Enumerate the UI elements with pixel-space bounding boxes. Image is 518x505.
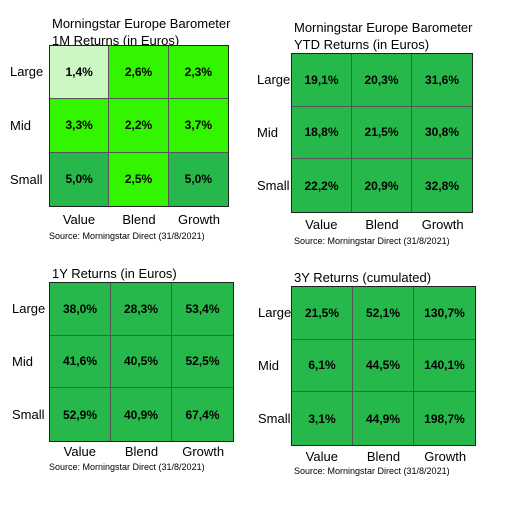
heatmap-cell: 22,2% <box>292 159 352 212</box>
row-label: Small <box>12 407 45 423</box>
source-note: Source: Morningstar Direct (31/8/2021) <box>294 236 450 246</box>
source-note: Source: Morningstar Direct (31/8/2021) <box>49 231 205 241</box>
heatmap-cell: 28,3% <box>111 283 172 336</box>
heatmap-cell: 20,3% <box>352 54 412 107</box>
heatmap-cell: 198,7% <box>414 392 475 445</box>
heatmap-cell: 20,9% <box>352 159 412 212</box>
heatmap-grid: 19,1% 20,3% 31,6% 18,8% 21,5% 30,8% 22,2% 20,9%… <box>291 53 473 213</box>
column-label: Value <box>63 444 96 459</box>
heatmap-grid: 38,0% 28,3% 53,4% 41,6% 40,5% 52,5% 52,9% 40,9%… <box>49 282 234 442</box>
heatmap-cell: 3,7% <box>168 99 228 153</box>
heatmap-cell: 32,8% <box>412 159 472 212</box>
chart-title: Morningstar Europe Barometer <box>294 20 473 35</box>
heatmap-cell: 38,0% <box>50 283 111 336</box>
heatmap-cell: 5,0% <box>168 152 228 206</box>
heatmap-cell: 52,5% <box>172 335 233 389</box>
heatmap-cell: 18,8% <box>292 106 352 160</box>
heatmap-cell: 1,4% <box>50 46 110 100</box>
column-label: Value <box>62 212 96 227</box>
source-note: Source: Morningstar Direct (31/8/2021) <box>294 466 450 476</box>
heatmap-cell: 21,5% <box>292 287 353 340</box>
chart-subtitle: 1M Returns (in Euros) <box>52 33 180 48</box>
row-label: Small <box>258 411 291 427</box>
row-label: Mid <box>10 118 31 133</box>
heatmap-cell: 44,9% <box>353 392 414 445</box>
heatmap-cell: 140,1% <box>414 339 475 393</box>
heatmap-grid: 21,5% 52,1% 130,7% 6,1% 44,5% 140,1% 3,1% 44,9%… <box>291 286 476 446</box>
column-label: Growth <box>424 449 467 464</box>
source-note: Source: Morningstar Direct (31/8/2021) <box>49 462 205 472</box>
heatmap-cell: 67,4% <box>172 388 233 441</box>
heatmap-cell: 52,9% <box>50 388 111 441</box>
column-label: Growth <box>178 212 220 227</box>
row-label: Mid <box>12 354 33 369</box>
column-label: Growth <box>182 444 225 459</box>
chart-title: Morningstar Europe Barometer <box>52 16 231 31</box>
chart-subtitle: 3Y Returns (cumulated) <box>294 270 432 285</box>
row-label: Large <box>257 71 291 87</box>
row-label: Mid <box>257 125 278 140</box>
column-label: Value <box>305 217 338 232</box>
heatmap-cell: 41,6% <box>50 335 111 389</box>
heatmap-cell: 2,6% <box>109 46 169 100</box>
heatmap-cell: 44,5% <box>353 339 414 393</box>
row-label: Large <box>12 300 46 316</box>
column-label: Blend <box>366 449 401 464</box>
heatmap-cell: 40,5% <box>111 335 172 389</box>
heatmap-cell: 130,7% <box>414 287 475 340</box>
column-label: Blend <box>122 212 156 227</box>
row-label: Small <box>257 178 290 194</box>
heatmap-cell: 52,1% <box>353 287 414 340</box>
heatmap-cell: 21,5% <box>352 106 412 160</box>
column-label: Value <box>305 449 338 464</box>
heatmap-cell: 2,5% <box>109 152 169 206</box>
row-label: Large <box>258 304 292 320</box>
column-label: Blend <box>365 217 399 232</box>
chart-subtitle: 1Y Returns (in Euros) <box>52 266 177 281</box>
heatmap-grid: 1,4% 2,6% 2,3% 3,3% 2,2% 3,7% 5,0% 2,5% 5,0% <box>49 45 229 207</box>
heatmap-cell: 19,1% <box>292 54 352 107</box>
heatmap-cell: 2,3% <box>168 46 228 100</box>
row-label: Mid <box>258 358 279 373</box>
heatmap-cell: 3,1% <box>292 392 353 445</box>
column-label: Blend <box>124 444 159 459</box>
heatmap-cell: 53,4% <box>172 283 233 336</box>
heatmap-cell: 31,6% <box>412 54 472 107</box>
column-label: Growth <box>421 217 464 232</box>
row-label: Large <box>10 64 44 79</box>
chart-subtitle: YTD Returns (in Euros) <box>294 37 430 52</box>
heatmap-cell: 3,3% <box>50 99 110 153</box>
heatmap-cell: 30,8% <box>412 106 472 160</box>
row-label: Small <box>10 172 43 187</box>
heatmap-cell: 2,2% <box>109 99 169 153</box>
heatmap-cell: 40,9% <box>111 388 172 441</box>
heatmap-cell: 6,1% <box>292 339 353 393</box>
heatmap-cell: 5,0% <box>50 152 110 206</box>
